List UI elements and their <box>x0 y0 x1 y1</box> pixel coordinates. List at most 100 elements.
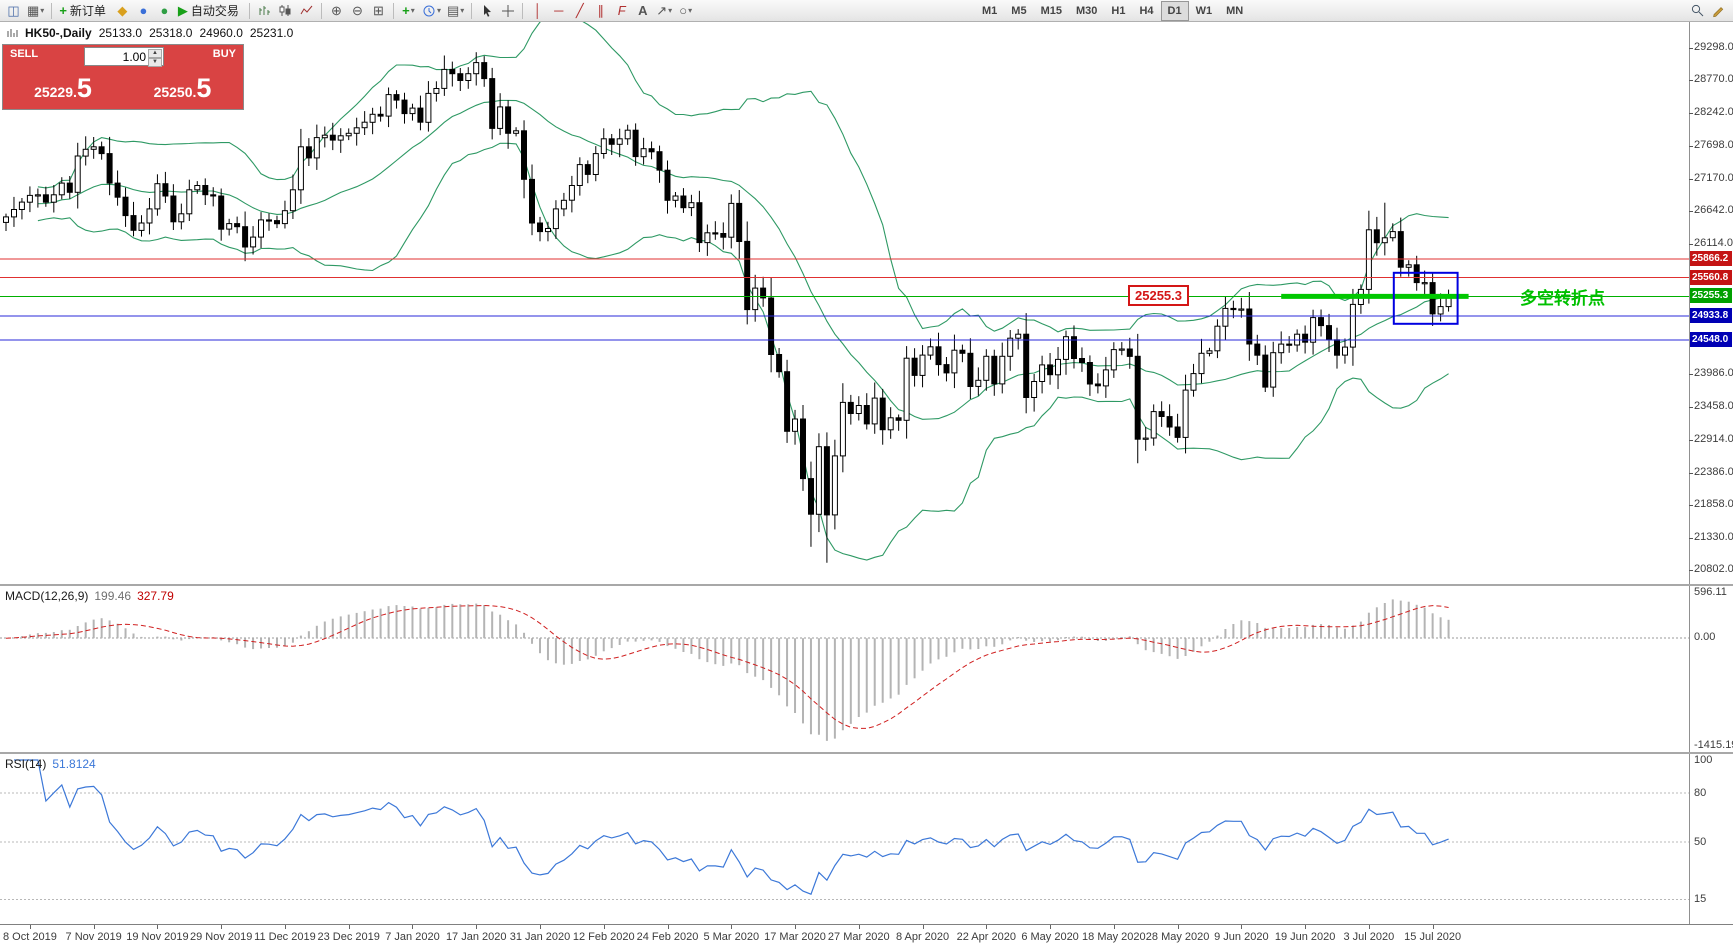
panel-separator[interactable] <box>0 752 1733 754</box>
price-scale-tick <box>1689 440 1693 442</box>
macd-signal-line <box>5 604 1449 729</box>
chart-symbol-icon <box>7 28 18 37</box>
price-scale-tick <box>1689 178 1693 180</box>
new-chart-button[interactable]: ◫ <box>3 1 24 20</box>
toolbar-separator <box>392 2 394 19</box>
autotrading-button[interactable]: ▶ 自动交易 <box>175 1 245 20</box>
tile-windows-button[interactable]: ⊞ <box>368 1 389 20</box>
shapes-tool-button[interactable]: ○ ▾ <box>675 1 696 20</box>
tf-m30-button[interactable]: M30 <box>1075 5 1098 17</box>
rsi-label: RSI(14) 51.8124 <box>5 757 96 771</box>
metaeditor-button[interactable]: ◆ <box>112 1 133 20</box>
tf-m5-button[interactable]: M5 <box>1011 5 1027 17</box>
date-tick <box>1368 925 1370 929</box>
macd-panel[interactable] <box>0 586 1689 752</box>
toolbar-separator <box>320 2 322 19</box>
date-tick <box>1432 925 1434 929</box>
toolbar-separator <box>248 2 250 19</box>
horizontal-lines <box>0 258 1689 341</box>
date-axis[interactable]: 8 Oct 2019 7 Nov 2019 19 Nov 2019 29 Nov 20… <box>0 924 1733 949</box>
volume-input[interactable]: 1.00 ▲ ▼ <box>84 47 164 67</box>
zoom-out-button[interactable]: ⊖ <box>347 1 368 20</box>
profiles-button[interactable]: ▦ ▾ <box>24 1 47 20</box>
chevron-down-icon: ▾ <box>40 6 45 15</box>
date-tick <box>922 925 924 929</box>
search-icon <box>1691 4 1704 17</box>
date-label: 11 Dec 2019 <box>254 931 316 943</box>
tf-h4-button[interactable]: H4 <box>1139 5 1154 17</box>
bar-chart-mode-button[interactable] <box>254 1 275 20</box>
community-button[interactable]: ● <box>133 1 154 20</box>
candlestick-chart-icon <box>279 5 291 16</box>
price-level-flag[interactable]: 25255.3 <box>1128 285 1189 307</box>
edit-button[interactable] <box>1708 1 1729 20</box>
tile-windows-icon: ⊞ <box>372 3 384 18</box>
price-scale-label: 22914.0 <box>1694 433 1733 446</box>
sell-label: SELL <box>10 48 39 60</box>
cursor-button[interactable] <box>476 1 497 20</box>
trendline-icon: ╱ <box>575 3 584 18</box>
arrow-tool-icon: ↗ <box>656 3 668 18</box>
templates-button[interactable]: ▤ ▾ <box>444 1 467 20</box>
macd-scale-label: 596.11 <box>1694 586 1727 598</box>
tf-d1-button[interactable]: D1 <box>1160 1 1189 21</box>
volume-down-button[interactable]: ▼ <box>148 58 162 67</box>
tf-m15-button[interactable]: M15 <box>1040 5 1062 17</box>
vertical-line-tool-button[interactable]: │ <box>527 1 548 20</box>
new-order-button[interactable]: + 新订单 <box>56 1 112 20</box>
fibonacci-tool-button[interactable]: F <box>611 1 632 20</box>
search-button[interactable] <box>1687 1 1708 20</box>
date-label: 24 Feb 2020 <box>636 931 699 943</box>
date-label: 27 Mar 2020 <box>827 931 890 943</box>
date-tick <box>603 925 605 929</box>
arrows-tool-button[interactable]: ↗ ▾ <box>653 1 675 20</box>
channel-tool-button[interactable]: ∥ <box>590 1 611 20</box>
new-order-label: 新订单 <box>69 4 106 18</box>
tf-m1-button[interactable]: M1 <box>982 5 998 17</box>
buy-label: BUY <box>212 48 236 60</box>
horizontal-line-tool-button[interactable]: ─ <box>548 1 569 20</box>
price-line-tag: 25560.8 <box>1690 269 1732 285</box>
line-chart-mode-button[interactable] <box>296 1 317 20</box>
price-scale-tick <box>1689 374 1693 376</box>
price-chart[interactable] <box>0 22 1689 584</box>
signals-button[interactable]: ● <box>154 1 175 20</box>
toolbar-separator <box>522 2 524 19</box>
price-scale-label: 21330.0 <box>1694 530 1733 543</box>
date-tick <box>348 925 350 929</box>
zoom-in-button[interactable]: ⊕ <box>326 1 347 20</box>
chevron-down-icon: ▾ <box>688 6 693 15</box>
tf-h1-button[interactable]: H1 <box>1111 5 1126 17</box>
date-tick <box>1305 925 1307 929</box>
high-value: 25318.0 <box>149 26 193 40</box>
tf-w1-button[interactable]: W1 <box>1195 5 1213 17</box>
rsi-panel[interactable] <box>0 754 1689 924</box>
date-label: 15 Jul 2020 <box>1404 931 1462 943</box>
indicators-button[interactable]: + ▾ <box>398 1 419 20</box>
zoom-out-icon: ⊖ <box>351 3 363 18</box>
bollinger-bands <box>37 22 1449 561</box>
periods-button[interactable]: ▾ <box>419 1 444 20</box>
volume-up-button[interactable]: ▲ <box>148 49 162 58</box>
price-scale-tick <box>1689 406 1693 408</box>
profiles-icon: ▦ <box>27 3 40 18</box>
tf-mn-button[interactable]: MN <box>1226 5 1244 17</box>
turning-point-annotation[interactable]: 多空转折点 <box>1520 289 1605 309</box>
date-tick <box>1050 925 1052 929</box>
date-tick <box>93 925 95 929</box>
date-label: 9 Jun 2020 <box>1214 931 1269 943</box>
clock-icon <box>423 5 435 16</box>
date-tick <box>795 925 797 929</box>
date-tick <box>1241 925 1243 929</box>
text-tool-button[interactable]: A <box>632 1 653 20</box>
date-label: 7 Nov 2019 <box>65 931 122 943</box>
line-chart-icon <box>300 5 313 15</box>
trendline-tool-button[interactable]: ╱ <box>569 1 590 20</box>
candle-chart-mode-button[interactable] <box>275 1 296 20</box>
date-label: 8 Oct 2019 <box>2 931 57 943</box>
buy-price: 25250.5 <box>153 73 212 103</box>
macd-scale-label: 0.00 <box>1694 631 1716 644</box>
crosshair-button[interactable] <box>497 1 518 20</box>
date-tick <box>29 925 31 929</box>
panel-separator[interactable] <box>0 584 1733 586</box>
